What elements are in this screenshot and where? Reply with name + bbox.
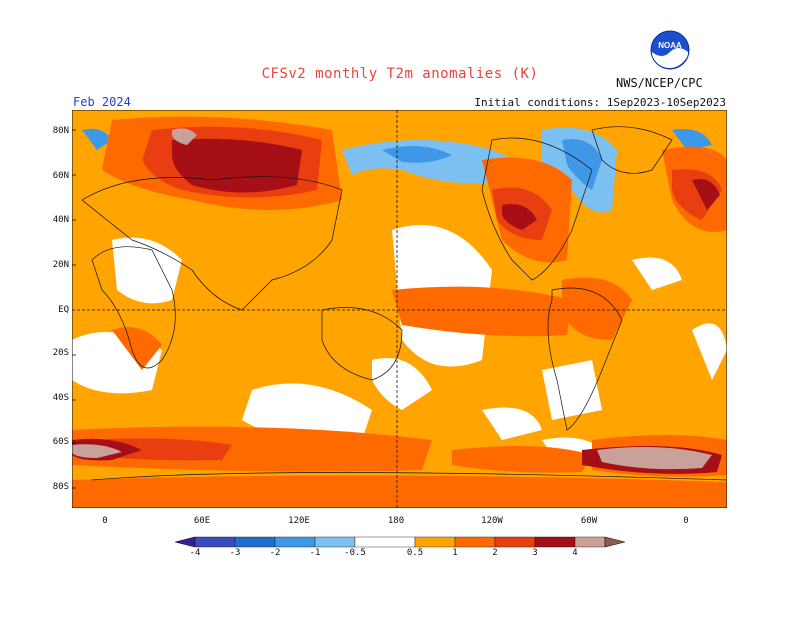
colorbar-label-2: 2 (492, 548, 498, 558)
lat-label-eq: EQ (58, 305, 69, 315)
colorbar-label-05: 0.5 (406, 548, 424, 558)
colorbar-bin (574, 536, 606, 548)
colorbar-bin (234, 536, 276, 548)
lat-label-20s: 20S (52, 348, 69, 358)
colorbar-bin (274, 536, 316, 548)
lat-label-40s: 40S (52, 393, 69, 403)
lat-label-20n: 20N (52, 260, 69, 270)
lat-label-60s: 60S (52, 437, 69, 447)
svg-text:NOAA: NOAA (658, 41, 682, 50)
colorbar-bin (454, 536, 496, 548)
lon-label-120e: 120E (288, 516, 310, 526)
lon-label-120w: 120W (481, 516, 503, 526)
colorbar-label-4: 4 (572, 548, 578, 558)
lat-label-40n: 40N (52, 215, 69, 225)
lat-label-60n: 60N (52, 171, 69, 181)
colorbar-label-neg2: -2 (269, 548, 281, 558)
colorbar-label-neg05: -0.5 (344, 548, 366, 558)
colorbar-bin (354, 536, 416, 548)
lon-label-0: 0 (102, 516, 108, 526)
colorbar-bin (414, 536, 456, 548)
lon-label-0-east: 0 (683, 516, 689, 526)
colorbar-warm-arrow (604, 536, 625, 548)
lon-label-60e: 60E (193, 516, 211, 526)
colorbar-label-neg1: -1 (309, 548, 321, 558)
colorbar (175, 536, 625, 548)
colorbar-bin (314, 536, 356, 548)
map-title: CFSv2 monthly T2m anomalies (K) (261, 66, 539, 82)
colorbar-cold-arrow (175, 536, 196, 548)
anomaly-map (72, 110, 727, 508)
colorbar-bin (534, 536, 576, 548)
colorbar-bin (494, 536, 536, 548)
lon-label-60w: 60W (580, 516, 598, 526)
initial-conditions: Initial conditions: 1Sep2023-10Sep2023 (474, 96, 726, 109)
lon-label-180: 180 (387, 516, 405, 526)
noaa-logo: NOAA (650, 30, 690, 70)
colorbar-label-1: 1 (452, 548, 458, 558)
colorbar-label-3: 3 (532, 548, 538, 558)
colorbar-label-neg4: -4 (189, 548, 201, 558)
agency-label: NWS/NCEP/CPC (616, 76, 703, 90)
lat-label-80s: 80S (52, 482, 69, 492)
colorbar-label-neg3: -3 (229, 548, 241, 558)
colorbar-bin (194, 536, 236, 548)
lat-label-80n: 80N (52, 126, 69, 136)
forecast-period: Feb 2024 (73, 95, 131, 109)
